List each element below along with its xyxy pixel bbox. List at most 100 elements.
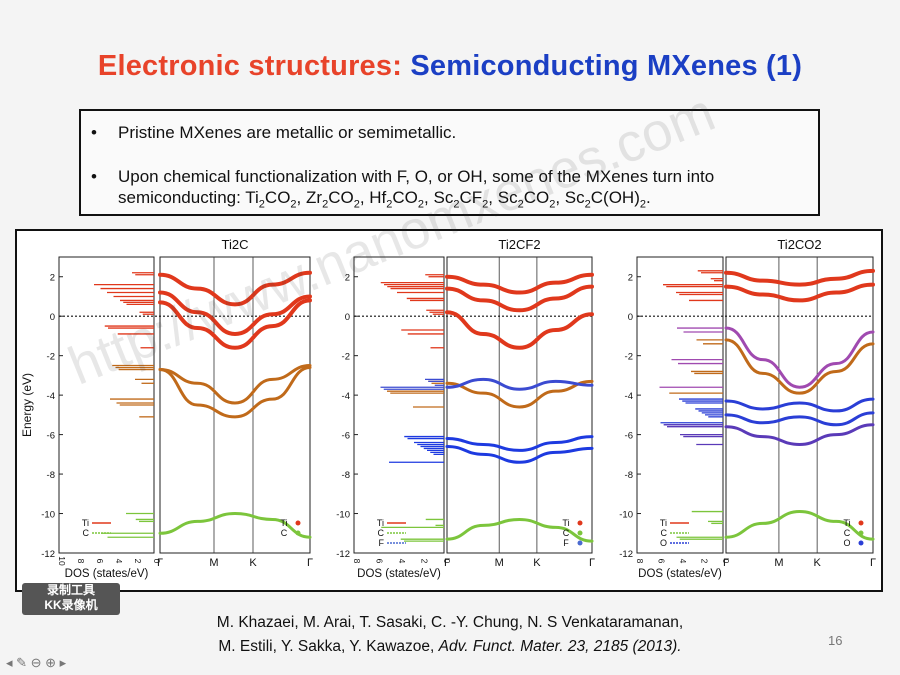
k-point-label: Γ	[157, 557, 163, 569]
legend-label: C	[563, 528, 570, 538]
dos-x-tick-label: 8	[635, 559, 645, 564]
dos-x-tick-label: 6	[657, 559, 667, 564]
k-point-label: M	[774, 557, 783, 569]
band-line-ti	[445, 284, 594, 313]
legend-label: O	[660, 538, 667, 548]
bullet-marker: •	[91, 123, 97, 142]
legend-label: Ti	[843, 518, 850, 528]
dos-x-tick-label: 6	[375, 559, 385, 564]
y-tick-label: 0	[50, 312, 55, 323]
compound-formula: Ti2CO2,	[245, 188, 302, 211]
y-tick-label: 0	[628, 312, 633, 323]
y-tick-label: 2	[50, 273, 55, 284]
legend-dot	[858, 520, 864, 526]
compound-formula: Sc2CO2,	[497, 188, 561, 211]
band-line-o	[724, 411, 875, 427]
k-point-label: Γ	[870, 557, 876, 569]
bullet-marker: •	[91, 167, 97, 186]
legend-dot	[295, 530, 301, 536]
y-tick-label: -8	[625, 470, 633, 481]
bullet-box: • Pristine MXenes are metallic or semime…	[79, 109, 820, 216]
y-tick-label: -12	[41, 549, 55, 560]
badge-line-2: KK录像机	[44, 598, 98, 612]
band-line-c	[724, 326, 875, 389]
band-line-ti	[724, 282, 875, 303]
band-structure-figure: Ti2C 2 0 -2 -4 -6 -8 -10 -12 10 8 6 4 2 0 DOS (states/e…	[15, 229, 883, 592]
y-tick-label: -2	[342, 352, 350, 363]
legend-dot	[295, 520, 301, 526]
citation-authors: M. Estili, Y. Sakka, Y. Kawazoe,	[218, 638, 435, 655]
dos-x-tick-label: 4	[678, 559, 688, 564]
dos-x-tick-label: 2	[420, 559, 430, 564]
dos-x-tick-label: 8	[76, 559, 86, 564]
band-frame	[159, 256, 311, 554]
legend-dot	[858, 540, 864, 546]
band-line-c	[445, 517, 594, 543]
y-tick-label: -6	[625, 431, 633, 442]
bullet-text-1: Pristine MXenes are metallic or semimeta…	[118, 123, 457, 142]
bullet-text-2: Upon chemical functionalization with F, …	[118, 166, 808, 215]
dos-frame	[636, 256, 724, 554]
compound-formula: Sc2CF2,	[433, 188, 494, 211]
k-point-label: K	[813, 557, 821, 569]
y-tick-label: -8	[47, 470, 55, 481]
dos-x-tick-label: 0	[152, 559, 162, 564]
k-point-label: Γ	[307, 557, 313, 569]
k-point-label: Γ	[589, 557, 595, 569]
k-point-label: M	[495, 557, 504, 569]
dos-x-tick-label: 8	[352, 559, 362, 564]
band-line-c	[724, 510, 875, 541]
dos-x-tick-label: 6	[95, 559, 105, 564]
band-line-f	[445, 444, 594, 464]
band-line-ti	[724, 268, 875, 287]
legend-label: C	[844, 528, 851, 538]
compound-list: Ti2CO2, Zr2CO2, Hf2CO2, Sc2CF2, Sc2CO2, …	[245, 188, 650, 211]
band-line-c	[158, 364, 312, 405]
band-line-c	[445, 377, 594, 391]
band-line-c	[158, 512, 312, 539]
y-tick-label: -2	[625, 352, 633, 363]
compound-formula: Zr2CO2,	[306, 188, 365, 211]
legend-label: Ti	[377, 518, 384, 528]
y-tick-label: -4	[47, 391, 55, 402]
y-axis-label: Energy (eV)	[20, 373, 34, 437]
k-point-label: K	[533, 557, 541, 569]
y-tick-label: -12	[619, 549, 633, 560]
y-tick-label: 0	[345, 312, 350, 323]
legend-label: O	[843, 538, 850, 548]
dos-x-tick-label: 0	[442, 559, 452, 564]
dos-x-tick-label: 2	[700, 559, 710, 564]
band-line-o	[724, 423, 875, 446]
band-line-ti	[158, 270, 312, 307]
citation-line-1: M. Khazaei, M. Arai, T. Sasaki, C. -Y. C…	[216, 614, 684, 631]
citation: M. Khazaei, M. Arai, T. Sasaki, C. -Y. C…	[0, 611, 900, 659]
slide-title: Electronic structures: Semiconducting MX…	[0, 50, 900, 83]
band-frame	[725, 256, 874, 554]
recorder-badge: 录制工具 KK录像机	[22, 583, 120, 615]
band-line-f	[445, 435, 594, 452]
dos-x-tick-label: 4	[397, 559, 407, 564]
band-line-c	[445, 379, 594, 409]
y-tick-label: -10	[619, 510, 633, 521]
band-line-ti	[158, 290, 312, 336]
dos-x-label: DOS (states/eV)	[65, 568, 149, 580]
slide-nav-controls[interactable]: ◂ ✎ ⊖ ⊕ ▸	[6, 655, 67, 670]
y-tick-label: 2	[628, 273, 633, 284]
panel-title: Ti2CF2	[498, 237, 540, 252]
dos-x-label: DOS (states/eV)	[357, 568, 441, 580]
dos-x-tick-label: 0	[721, 559, 731, 564]
k-point-label: K	[249, 557, 257, 569]
legend-label: Ti	[562, 518, 569, 528]
y-tick-label: 2	[345, 273, 350, 284]
dos-frame	[353, 256, 445, 554]
legend-dot	[858, 530, 864, 536]
legend-label: F	[379, 538, 385, 548]
panel-title: Ti2C	[222, 237, 249, 252]
badge-line-1: 录制工具	[46, 583, 95, 597]
legend-label: C	[281, 528, 288, 538]
k-point-label: M	[209, 557, 218, 569]
legend-dot	[577, 520, 583, 526]
y-tick-label: -12	[336, 549, 350, 560]
y-tick-label: -4	[342, 391, 350, 402]
y-tick-label: -8	[342, 470, 350, 481]
